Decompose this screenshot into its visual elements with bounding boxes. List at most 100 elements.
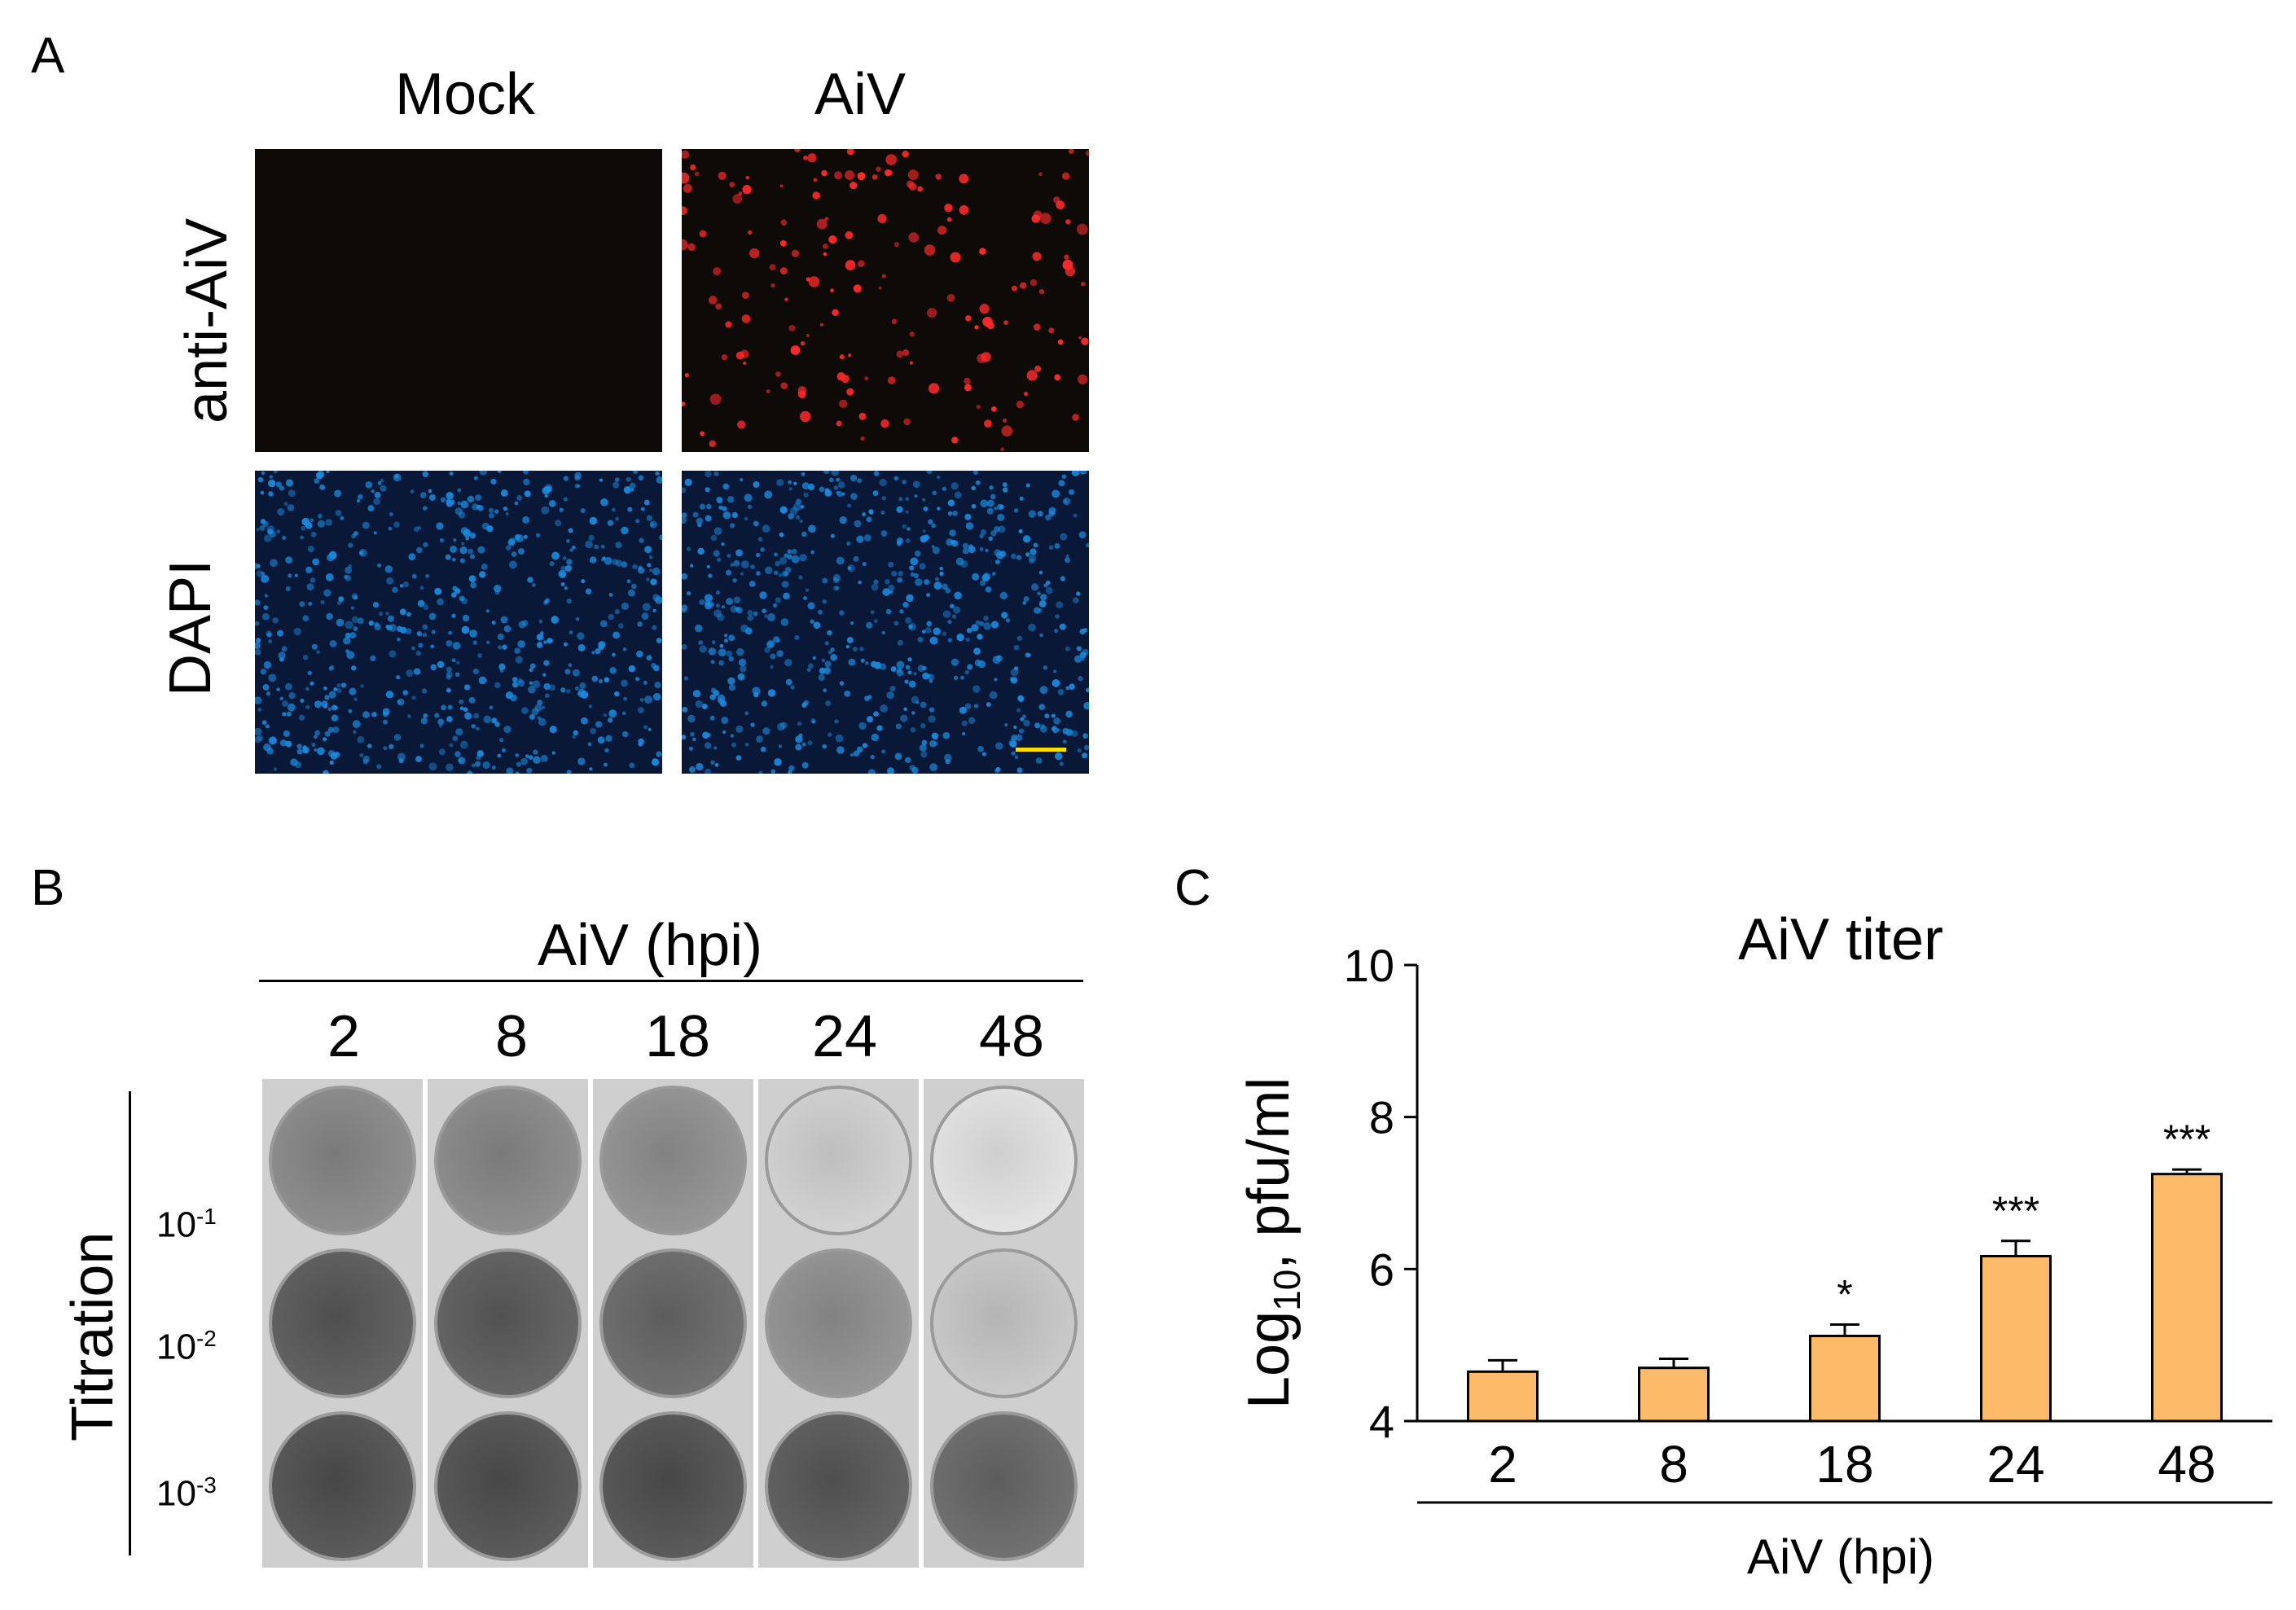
fluorescent-cell [1029, 279, 1038, 287]
nucleus [801, 531, 807, 537]
nucleus [411, 695, 416, 700]
nucleus [525, 754, 529, 759]
nucleus [566, 559, 573, 565]
nucleus [837, 481, 845, 489]
nucleus [614, 608, 620, 615]
nucleus [372, 602, 380, 608]
nucleus [784, 553, 788, 558]
nucleus [764, 647, 770, 653]
nucleus [914, 494, 918, 498]
nucleus [779, 532, 784, 537]
nucleus [309, 681, 314, 686]
nucleus [995, 655, 1003, 662]
nucleus [710, 760, 715, 765]
fluorescent-cell [927, 307, 937, 318]
scale-bar [1016, 748, 1066, 752]
nucleus [494, 585, 502, 593]
nucleus [956, 633, 964, 642]
nucleus [267, 529, 274, 535]
nucleus [579, 682, 586, 689]
nucleus [328, 666, 334, 671]
nucleus [926, 593, 931, 598]
nucleus [327, 726, 334, 733]
nucleus [1001, 612, 1008, 619]
nucleus [1053, 717, 1061, 725]
nucleus [756, 735, 763, 743]
nucleus [866, 516, 872, 523]
nucleus [509, 560, 517, 569]
nucleus [460, 500, 469, 509]
nucleus [1071, 730, 1078, 737]
nucleus [1051, 713, 1056, 718]
nucleus [638, 475, 644, 480]
nucleus [287, 504, 295, 511]
nucleus [856, 746, 863, 753]
nucleus [717, 498, 723, 504]
fluorescent-cell [732, 194, 743, 204]
fluorescent-cell [682, 401, 686, 406]
nucleus [255, 649, 261, 656]
nucleus [960, 675, 964, 680]
nucleus [488, 507, 494, 513]
nucleus [682, 512, 687, 518]
fluorescent-cell [1064, 254, 1069, 260]
fluorescent-cell [741, 292, 749, 299]
dilution-label: 10-2 [156, 1326, 217, 1367]
nucleus [983, 621, 992, 630]
nucleus [1051, 678, 1060, 687]
nucleus [880, 704, 888, 713]
nucleus [1011, 751, 1016, 756]
nucleus [789, 507, 798, 515]
nucleus [459, 546, 468, 555]
nucleus [692, 690, 701, 698]
fluorescent-cell [1057, 339, 1064, 345]
fluorescent-cell [1032, 252, 1042, 261]
nucleus [264, 594, 269, 598]
nucleus [345, 649, 349, 654]
nucleus [800, 504, 805, 509]
nucleus [371, 712, 377, 717]
nucleus [502, 644, 507, 650]
nucleus [929, 636, 938, 645]
nucleus [353, 697, 358, 701]
x-axis-label: AiV (hpi) [1747, 1529, 1934, 1584]
fluorescent-cell [1020, 282, 1027, 289]
nucleus [788, 770, 792, 774]
bar [1638, 1367, 1710, 1423]
nucleus [899, 609, 904, 614]
fluorescent-cell [902, 151, 909, 158]
nucleus [568, 528, 573, 533]
nucleus [621, 561, 628, 568]
nucleus [942, 583, 948, 590]
nucleus [728, 684, 736, 691]
nucleus [311, 643, 318, 650]
nucleus [973, 704, 979, 708]
nucleus [719, 643, 724, 648]
nucleus [383, 746, 388, 751]
dilution-label: 10-3 [156, 1472, 217, 1514]
nucleus [500, 489, 508, 497]
nucleus [285, 740, 292, 748]
fluorescent-cell [878, 286, 882, 290]
nucleus [302, 655, 309, 660]
nucleus [608, 709, 617, 718]
nucleus [296, 748, 303, 755]
nucleus [886, 691, 894, 700]
nucleus [896, 541, 902, 546]
nucleus [1063, 499, 1068, 504]
fluorescent-cell [819, 322, 824, 327]
nucleus [551, 616, 557, 621]
nucleus [548, 500, 556, 507]
fluorescent-cell [836, 371, 845, 381]
mock-header: Mock [395, 62, 536, 127]
nucleus [994, 506, 998, 511]
bar [1980, 1254, 2052, 1423]
nucleus [538, 717, 547, 726]
nucleus [524, 490, 531, 498]
nucleus [604, 556, 612, 565]
nucleus [425, 573, 429, 578]
nucleus [939, 571, 944, 577]
nucleus [423, 542, 428, 548]
nucleus [1005, 618, 1011, 623]
nucleus [807, 740, 813, 746]
